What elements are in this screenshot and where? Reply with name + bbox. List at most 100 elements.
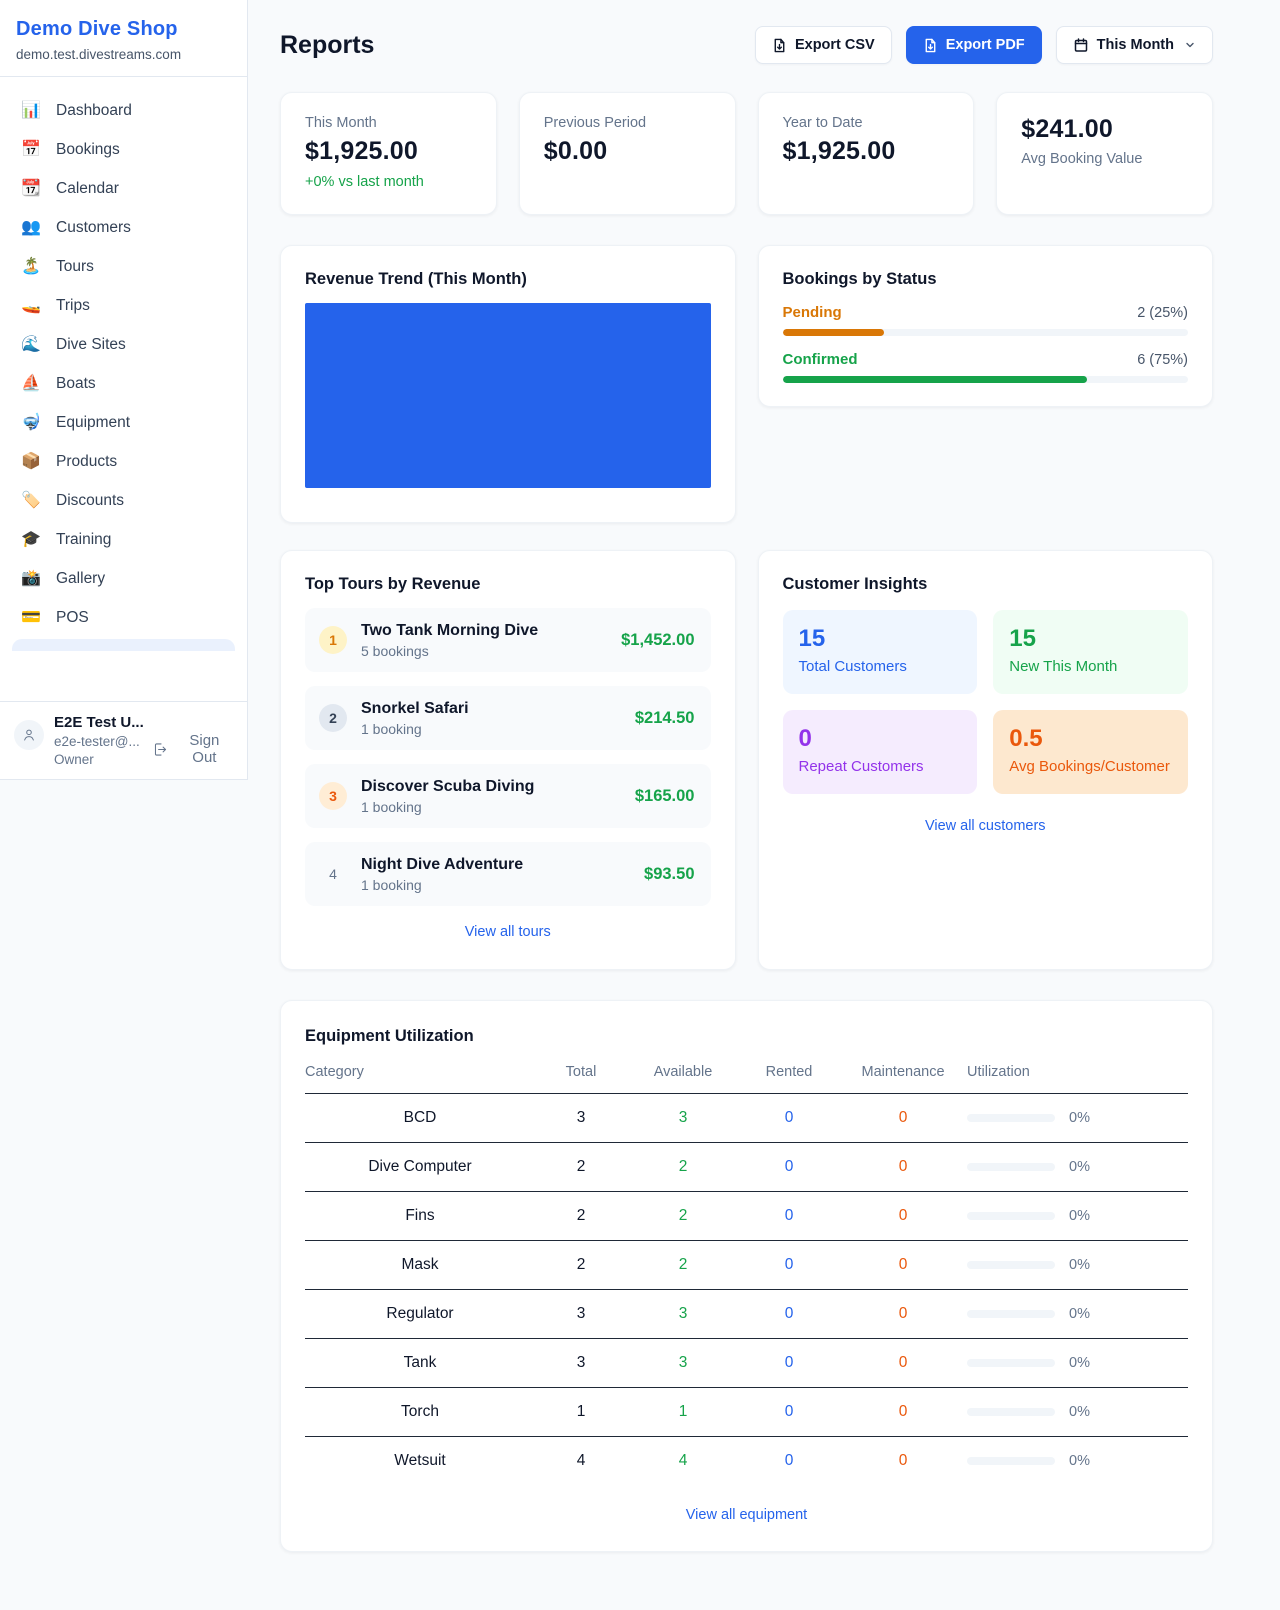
sidebar-item-gallery[interactable]: 📸 Gallery xyxy=(8,560,239,598)
cell-total: 1 xyxy=(535,1387,627,1437)
sidebar-item-label: Customers xyxy=(56,219,131,236)
utilization-text: 0% xyxy=(1069,1306,1090,1322)
customers-icon: 👥 xyxy=(21,219,41,236)
tile-avg-bookings-customer: 0.5 Avg Bookings/Customer xyxy=(993,710,1188,794)
page-header: Reports Export CSV Export PDF xyxy=(280,26,1213,64)
status-row-confirmed: Confirmed 6 (75%) xyxy=(782,351,1188,383)
rank-badge: 1 xyxy=(319,626,347,654)
tours-icon: 🏝️ xyxy=(21,258,41,275)
cell-maintenance: 0 xyxy=(839,1387,967,1437)
rank-badge: 4 xyxy=(329,866,337,882)
sidebar-item-bookings[interactable]: 📅 Bookings xyxy=(8,131,239,169)
col-category: Category xyxy=(305,1064,535,1094)
calendar-outline-icon xyxy=(1074,38,1087,52)
sidebar-item-boats[interactable]: ⛵ Boats xyxy=(8,365,239,403)
customer-insights-card: Customer Insights 15 Total Customers 15 … xyxy=(757,550,1213,970)
sidebar-item-reports-partial[interactable] xyxy=(12,639,235,651)
utilization-text: 0% xyxy=(1069,1257,1090,1273)
export-pdf-button[interactable]: Export PDF xyxy=(905,26,1042,64)
user-meta: E2E Test U... e2e-tester@... Owner xyxy=(54,714,144,767)
sidebar-item-trips[interactable]: 🚤 Trips xyxy=(8,287,239,325)
sign-out-button[interactable]: Sign Out xyxy=(152,732,233,766)
cell-available: 3 xyxy=(627,1338,739,1388)
user-role: Owner xyxy=(54,752,94,767)
tile-total-customers: 15 Total Customers xyxy=(782,610,978,694)
cell-category: Dive Computer xyxy=(305,1142,535,1192)
cell-available: 2 xyxy=(627,1240,739,1290)
period-select[interactable]: This Month xyxy=(1055,26,1213,64)
col-utilization: Utilization xyxy=(967,1064,1188,1094)
equipment-icon: 🤿 xyxy=(21,414,41,431)
cell-total: 2 xyxy=(535,1142,627,1192)
tour-row: 1 Two Tank Morning Dive 5 bookings $1,45… xyxy=(305,608,711,672)
stat-card-avg-booking-value: $241.00 Avg Booking Value xyxy=(996,92,1213,215)
sidebar-item-label: Boats xyxy=(56,375,96,392)
revenue-trend-card: Revenue Trend (This Month) xyxy=(280,245,736,523)
insights-row: Top Tours by Revenue 1 Two Tank Morning … xyxy=(280,550,1213,970)
stat-label: Year to Date xyxy=(782,115,863,131)
sidebar-item-discounts[interactable]: 🏷️ Discounts xyxy=(8,482,239,520)
utilization-cell: 0% xyxy=(967,1257,1188,1273)
tour-amount: $214.50 xyxy=(634,708,695,727)
cell-available: 4 xyxy=(678,1452,688,1469)
sidebar-item-tours[interactable]: 🏝️ Tours xyxy=(8,248,239,286)
cell-rented: 0 xyxy=(739,1191,839,1241)
tile-label: Repeat Customers xyxy=(798,758,924,775)
cell-category: Tank xyxy=(305,1338,535,1388)
cell-rented: 0 xyxy=(739,1093,839,1143)
utilization-track xyxy=(967,1212,1055,1220)
sidebar-item-dive-sites[interactable]: 🌊 Dive Sites xyxy=(8,326,239,364)
table-row: Dive Computer 2 2 0 0 0% xyxy=(305,1142,1188,1192)
cell-maintenance: 0 xyxy=(898,1452,908,1469)
utilization-track xyxy=(967,1310,1055,1318)
cell-rented: 0 xyxy=(739,1387,839,1437)
view-all-customers-link[interactable]: View all customers xyxy=(924,818,1046,834)
stat-value: $0.00 xyxy=(543,137,608,165)
pos-icon: 💳 xyxy=(21,609,41,626)
sidebar-item-label: Tours xyxy=(56,258,94,275)
user-name: E2E Test U... xyxy=(54,714,144,731)
sidebar-item-products[interactable]: 📦 Products xyxy=(8,443,239,481)
sidebar-item-equipment[interactable]: 🤿 Equipment xyxy=(8,404,239,442)
tour-row: 2 Snorkel Safari 1 booking $214.50 xyxy=(305,686,711,750)
view-all-tours-link[interactable]: View all tours xyxy=(464,924,551,940)
cell-maintenance: 0 xyxy=(839,1338,967,1388)
bookings-by-status-card: Bookings by Status Pending 2 (25%) Confi… xyxy=(757,245,1213,407)
dive-sites-icon: 🌊 xyxy=(21,336,41,353)
shop-domain: demo.test.divestreams.com xyxy=(16,47,182,62)
customer-insights-title: Customer Insights xyxy=(782,575,928,593)
export-csv-button[interactable]: Export CSV xyxy=(754,26,892,64)
sidebar-nav: 📊 Dashboard 📅 Bookings 📆 Calendar 👥 Customer… xyxy=(0,77,247,701)
table-row: Torch 1 1 0 0 0% xyxy=(305,1387,1188,1437)
sidebar-item-dashboard[interactable]: 📊 Dashboard xyxy=(8,92,239,130)
tour-bookings: 1 booking xyxy=(361,720,422,737)
sidebar-item-pos[interactable]: 💳 POS xyxy=(8,599,239,637)
tour-row: 3 Discover Scuba Diving 1 booking $165.0… xyxy=(305,764,711,828)
table-row: Regulator 3 3 0 0 0% xyxy=(305,1289,1188,1339)
cell-total: 4 xyxy=(576,1452,586,1469)
stat-label: Avg Booking Value xyxy=(1021,151,1143,167)
tile-value: 0 xyxy=(798,725,812,752)
cell-category: Torch xyxy=(305,1387,535,1437)
stat-label: This Month xyxy=(305,115,377,131)
cell-rented: 0 xyxy=(739,1142,839,1192)
stat-card-year-to-date: Year to Date $1,925.00 xyxy=(757,92,975,215)
col-rented: Rented xyxy=(739,1064,839,1094)
status-progress-fill xyxy=(782,376,1087,383)
view-all-equipment-link[interactable]: View all equipment xyxy=(685,1507,808,1523)
tile-label: New This Month xyxy=(1009,658,1118,675)
stat-value: $1,925.00 xyxy=(305,137,419,165)
utilization-track xyxy=(967,1114,1055,1122)
sidebar-item-training[interactable]: 🎓 Training xyxy=(8,521,239,559)
status-count: 2 (25%) xyxy=(1137,305,1188,321)
sidebar-item-customers[interactable]: 👥 Customers xyxy=(8,209,239,247)
stat-label: Previous Period xyxy=(543,115,647,131)
table-row: Mask 2 2 0 0 0% xyxy=(305,1240,1188,1290)
sign-out-label: Sign Out xyxy=(189,732,220,766)
top-tours-title: Top Tours by Revenue xyxy=(305,575,481,593)
rank-badge: 3 xyxy=(319,782,347,810)
main-content: Reports Export CSV Export PDF xyxy=(248,0,1280,1592)
sidebar-item-calendar[interactable]: 📆 Calendar xyxy=(8,170,239,208)
cell-available: 2 xyxy=(627,1191,739,1241)
top-tours-card: Top Tours by Revenue 1 Two Tank Morning … xyxy=(280,550,736,970)
